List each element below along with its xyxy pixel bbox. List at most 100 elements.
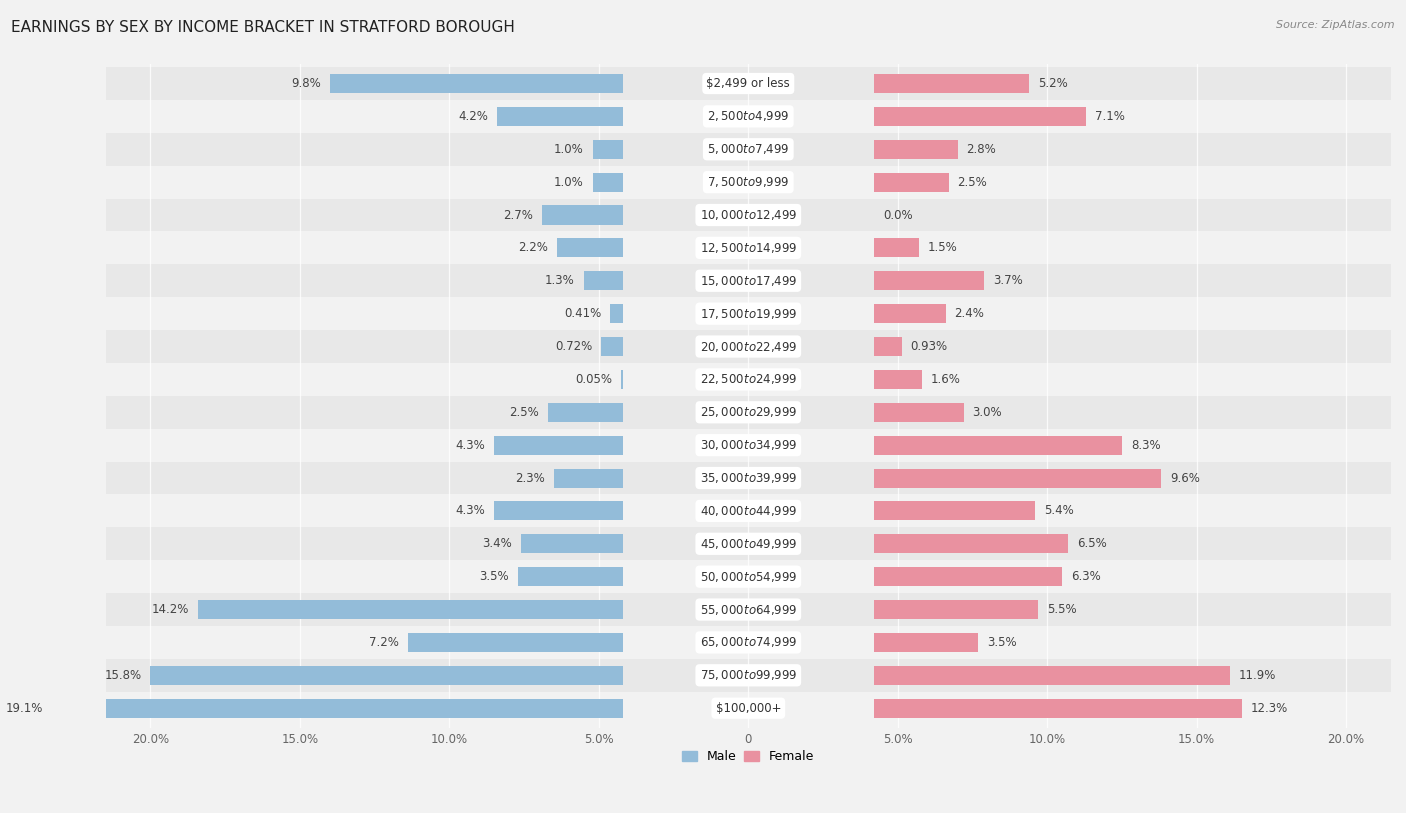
- Text: 0.0%: 0.0%: [883, 208, 912, 221]
- Bar: [60, 528, 1406, 560]
- Text: 8.3%: 8.3%: [1130, 439, 1160, 452]
- Bar: [543, 206, 623, 224]
- Bar: [875, 666, 1230, 685]
- Bar: [875, 600, 1038, 619]
- Bar: [52, 698, 623, 718]
- Bar: [60, 363, 1406, 396]
- Bar: [602, 337, 623, 356]
- Text: 15.8%: 15.8%: [104, 669, 142, 682]
- Bar: [875, 502, 1035, 520]
- Text: 12.3%: 12.3%: [1250, 702, 1288, 715]
- Bar: [60, 593, 1406, 626]
- Text: $20,000 to $22,499: $20,000 to $22,499: [700, 340, 797, 354]
- Bar: [875, 436, 1122, 454]
- Bar: [60, 462, 1406, 494]
- Text: $55,000 to $64,999: $55,000 to $64,999: [700, 602, 797, 616]
- Text: $50,000 to $54,999: $50,000 to $54,999: [700, 570, 797, 584]
- Bar: [498, 107, 623, 126]
- Text: 1.3%: 1.3%: [546, 274, 575, 287]
- Legend: Male, Female: Male, Female: [676, 746, 820, 768]
- Bar: [60, 692, 1406, 724]
- Bar: [60, 659, 1406, 692]
- Text: 19.1%: 19.1%: [6, 702, 42, 715]
- Text: 2.2%: 2.2%: [519, 241, 548, 254]
- Text: 2.5%: 2.5%: [509, 406, 538, 419]
- Text: 2.5%: 2.5%: [957, 176, 987, 189]
- Text: 2.8%: 2.8%: [966, 143, 997, 156]
- Text: $15,000 to $17,499: $15,000 to $17,499: [700, 274, 797, 288]
- Bar: [875, 633, 979, 652]
- Bar: [60, 133, 1406, 166]
- Bar: [60, 428, 1406, 462]
- Bar: [554, 468, 623, 488]
- Bar: [60, 198, 1406, 232]
- Bar: [60, 232, 1406, 264]
- Text: 1.6%: 1.6%: [931, 373, 960, 386]
- Bar: [621, 370, 623, 389]
- Text: 5.4%: 5.4%: [1045, 504, 1074, 517]
- Bar: [330, 74, 623, 93]
- Text: 6.3%: 6.3%: [1071, 570, 1101, 583]
- Text: $5,000 to $7,499: $5,000 to $7,499: [707, 142, 790, 156]
- Text: 1.0%: 1.0%: [554, 143, 583, 156]
- Text: $65,000 to $74,999: $65,000 to $74,999: [700, 636, 797, 650]
- Text: 6.5%: 6.5%: [1077, 537, 1107, 550]
- Bar: [875, 402, 963, 422]
- Bar: [875, 370, 922, 389]
- Text: 2.4%: 2.4%: [955, 307, 984, 320]
- Bar: [593, 172, 623, 192]
- Text: $25,000 to $29,999: $25,000 to $29,999: [700, 406, 797, 420]
- Bar: [875, 337, 901, 356]
- Bar: [875, 238, 918, 258]
- Text: 2.3%: 2.3%: [515, 472, 546, 485]
- Bar: [198, 600, 623, 619]
- Bar: [494, 436, 623, 454]
- Text: $40,000 to $44,999: $40,000 to $44,999: [700, 504, 797, 518]
- Text: 9.8%: 9.8%: [291, 77, 321, 90]
- Text: 4.3%: 4.3%: [456, 504, 485, 517]
- Bar: [60, 494, 1406, 528]
- Text: $7,500 to $9,999: $7,500 to $9,999: [707, 175, 790, 189]
- Bar: [875, 172, 949, 192]
- Text: $22,500 to $24,999: $22,500 to $24,999: [700, 372, 797, 386]
- Text: 0.05%: 0.05%: [575, 373, 612, 386]
- Text: 5.2%: 5.2%: [1038, 77, 1069, 90]
- Text: $17,500 to $19,999: $17,500 to $19,999: [700, 307, 797, 320]
- Text: 0.93%: 0.93%: [911, 340, 948, 353]
- Text: $45,000 to $49,999: $45,000 to $49,999: [700, 537, 797, 550]
- Text: 1.5%: 1.5%: [928, 241, 957, 254]
- Bar: [875, 74, 1029, 93]
- Bar: [494, 502, 623, 520]
- Text: $12,500 to $14,999: $12,500 to $14,999: [700, 241, 797, 255]
- Bar: [875, 140, 957, 159]
- Bar: [875, 272, 984, 290]
- Text: $75,000 to $99,999: $75,000 to $99,999: [700, 668, 797, 682]
- Text: 4.3%: 4.3%: [456, 439, 485, 452]
- Bar: [150, 666, 623, 685]
- Text: 1.0%: 1.0%: [554, 176, 583, 189]
- Text: $30,000 to $34,999: $30,000 to $34,999: [700, 438, 797, 452]
- Text: $2,499 or less: $2,499 or less: [706, 77, 790, 90]
- Bar: [60, 298, 1406, 330]
- Bar: [875, 107, 1085, 126]
- Text: 9.6%: 9.6%: [1170, 472, 1199, 485]
- Text: 11.9%: 11.9%: [1239, 669, 1275, 682]
- Bar: [522, 534, 623, 554]
- Bar: [408, 633, 623, 652]
- Text: 5.5%: 5.5%: [1047, 603, 1077, 616]
- Text: 0.41%: 0.41%: [564, 307, 602, 320]
- Text: 3.0%: 3.0%: [973, 406, 1002, 419]
- Bar: [593, 140, 623, 159]
- Bar: [557, 238, 623, 258]
- Text: 3.5%: 3.5%: [987, 636, 1017, 649]
- Bar: [60, 626, 1406, 659]
- Text: EARNINGS BY SEX BY INCOME BRACKET IN STRATFORD BOROUGH: EARNINGS BY SEX BY INCOME BRACKET IN STR…: [11, 20, 515, 35]
- Bar: [875, 304, 946, 324]
- Text: 14.2%: 14.2%: [152, 603, 190, 616]
- Text: 0.72%: 0.72%: [555, 340, 592, 353]
- Bar: [875, 534, 1069, 554]
- Text: $10,000 to $12,499: $10,000 to $12,499: [700, 208, 797, 222]
- Text: 7.1%: 7.1%: [1095, 110, 1125, 123]
- Bar: [60, 560, 1406, 593]
- Bar: [60, 264, 1406, 298]
